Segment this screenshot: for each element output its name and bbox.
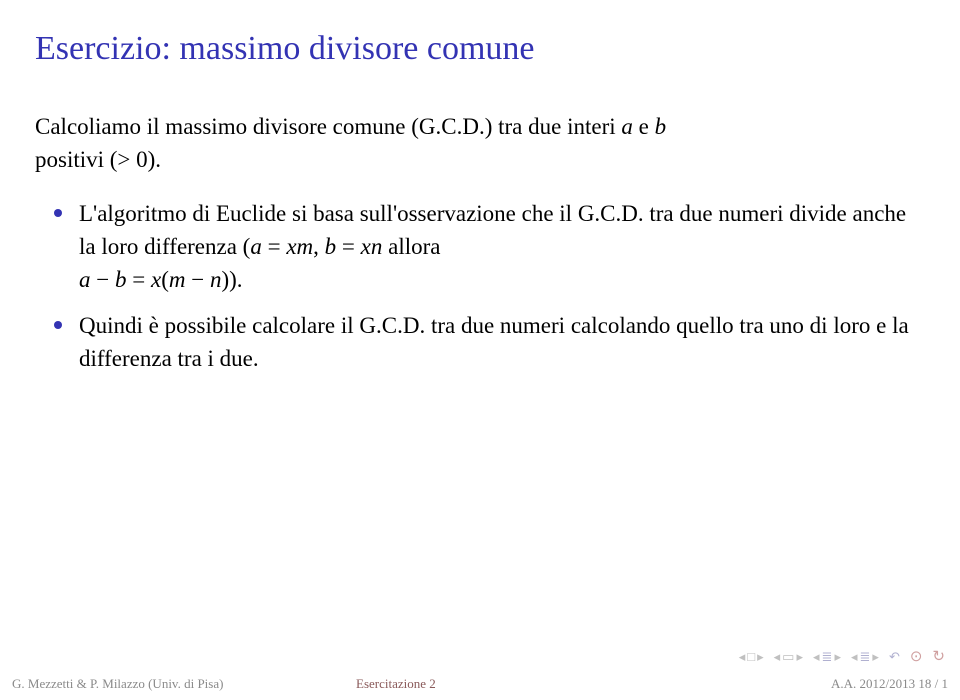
slide-content: Calcoliamo il massimo divisore comune (G… (35, 110, 925, 387)
footer-title: Esercitazione 2 (308, 676, 652, 692)
slide-title: Esercizio: massimo divisore comune (35, 30, 925, 68)
b1-part1: L'algoritmo di Euclide si basa sull'osse… (79, 201, 906, 259)
nav-prev-icon-4: ◂ (851, 649, 858, 665)
intro-prefix: Calcoliamo il massimo divisore comune (G… (35, 114, 621, 139)
nav-prev-icon-2: ◂ (774, 649, 781, 665)
slide-container: Esercizio: massimo divisore comune Calco… (0, 0, 960, 700)
var-b: b (655, 114, 667, 139)
nav-back-icon[interactable]: ↶ (889, 649, 900, 665)
nav-frame-icon: ▭ (782, 649, 794, 665)
b2-b: b (115, 267, 127, 292)
nav-group-2[interactable]: ◂ ▭ ▸ (774, 649, 803, 665)
bullet-list: L'algoritmo di Euclide si basa sull'osse… (35, 197, 925, 376)
var-a: a (621, 114, 633, 139)
b1-comma: , (313, 234, 325, 259)
intro-line2: positivi (> 0). (35, 147, 161, 172)
b1-xn: xn (361, 234, 383, 259)
b2-m: m (169, 267, 186, 292)
nav-next-icon-4: ▸ (872, 649, 879, 665)
nav-icons: ◂ □ ▸ ◂ ▭ ▸ ◂ ≣ ▸ ◂ ≣ ▸ ↶ ⊙ ↻ (739, 647, 945, 666)
nav-group-4[interactable]: ◂ ≣ ▸ (851, 649, 879, 665)
b2-eq: = (126, 267, 150, 292)
bullet-item-1: L'algoritmo di Euclide si basa sull'osse… (59, 197, 925, 297)
b1-eq2: = (336, 234, 360, 259)
b2-open: ( (161, 267, 169, 292)
nav-search-icon[interactable]: ⊙ (910, 647, 923, 666)
nav-next-icon: ▸ (757, 649, 764, 665)
b2-n: n (210, 267, 222, 292)
b2-minus: − (91, 267, 115, 292)
nav-prev-icon-3: ◂ (813, 649, 820, 665)
b1-xm: xm (286, 234, 313, 259)
b1-eq-a: a (250, 234, 262, 259)
b2-a: a (79, 267, 91, 292)
nav-next-icon-2: ▸ (796, 649, 803, 665)
nav-section-icon: ≣ (822, 649, 833, 665)
bullet-item-2: Quindi è possibile calcolare il G.C.D. t… (59, 309, 925, 376)
footer-author: G. Mezzetti & P. Milazzo (Univ. di Pisa) (0, 676, 308, 692)
nav-group-1[interactable]: ◂ □ ▸ (739, 649, 764, 665)
b1-eq1: = (262, 234, 286, 259)
nav-square-icon: □ (747, 649, 755, 665)
nav-subsection-icon: ≣ (860, 649, 871, 665)
b1-b: b (325, 234, 337, 259)
nav-prev-icon: ◂ (739, 649, 746, 665)
nav-reload-icon[interactable]: ↻ (932, 647, 945, 666)
intro-mid: e (633, 114, 655, 139)
b2-x: x (151, 267, 161, 292)
b1-part2: allora (382, 234, 440, 259)
b2-minus2: − (185, 267, 209, 292)
nav-group-3[interactable]: ◂ ≣ ▸ (813, 649, 841, 665)
nav-next-icon-3: ▸ (834, 649, 841, 665)
slide-footer: G. Mezzetti & P. Milazzo (Univ. di Pisa)… (0, 668, 960, 700)
intro-text: Calcoliamo il massimo divisore comune (G… (35, 110, 925, 177)
b2-close: )). (221, 267, 242, 292)
footer-page: A.A. 2012/2013 18 / 1 (652, 676, 960, 692)
